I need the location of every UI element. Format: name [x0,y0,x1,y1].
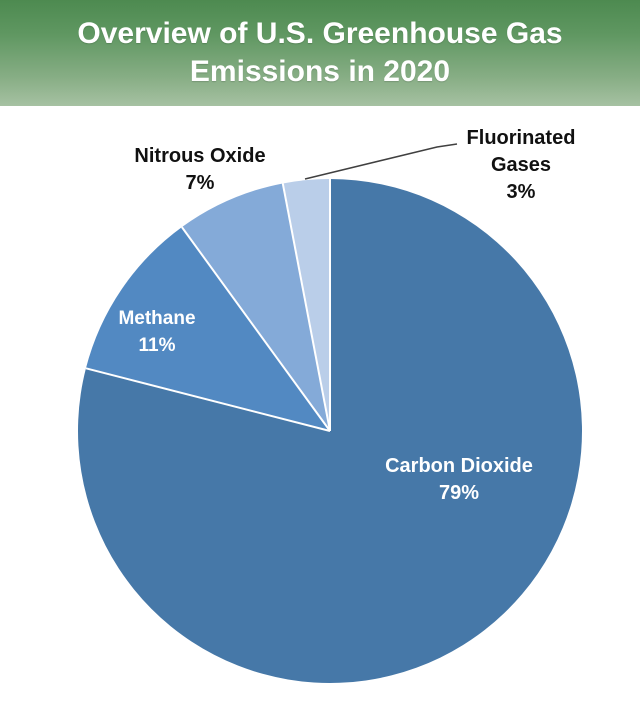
slice-divider-line [281,183,331,432]
title-banner: Overview of U.S. Greenhouse Gas Emission… [0,0,640,106]
label-carbon-dioxide: Carbon Dioxide 79% [385,453,533,507]
label-carbon-dioxide-pct: 79% [438,482,480,504]
label-carbon-dioxide-name: Carbon Dioxide [385,455,533,477]
label-fluorinated-gases: Fluorinated Gases 3% [459,125,583,206]
label-fluorinated-gases-pct: 3% [506,181,536,203]
label-fluorinated-gases-name: Fluorinated Gases [466,127,576,176]
label-methane-name: Methane [118,308,196,329]
label-methane-pct: 11% [138,335,176,356]
pie-slice-nitrous-oxide [181,183,330,431]
chart-title-line2: Emissions in 2020 [189,55,451,88]
pie-slice-methane [85,227,330,431]
pie-chart-area: Nitrous Oxide 7% Fluorinated Gases 3% Me… [0,106,640,702]
slice-divider-line [181,226,331,432]
pie-chart [78,143,583,683]
label-nitrous-oxide-pct: 7% [185,172,215,194]
chart-title-line1: Overview of U.S. Greenhouse Gas [77,17,563,50]
label-nitrous-oxide: Nitrous Oxide 7% [134,143,265,197]
slice-divider-line [85,367,331,432]
fluorinated-gases-leader-line [304,143,458,180]
label-nitrous-oxide-name: Nitrous Oxide [134,145,266,167]
label-methane: Methane 11% [118,305,195,359]
